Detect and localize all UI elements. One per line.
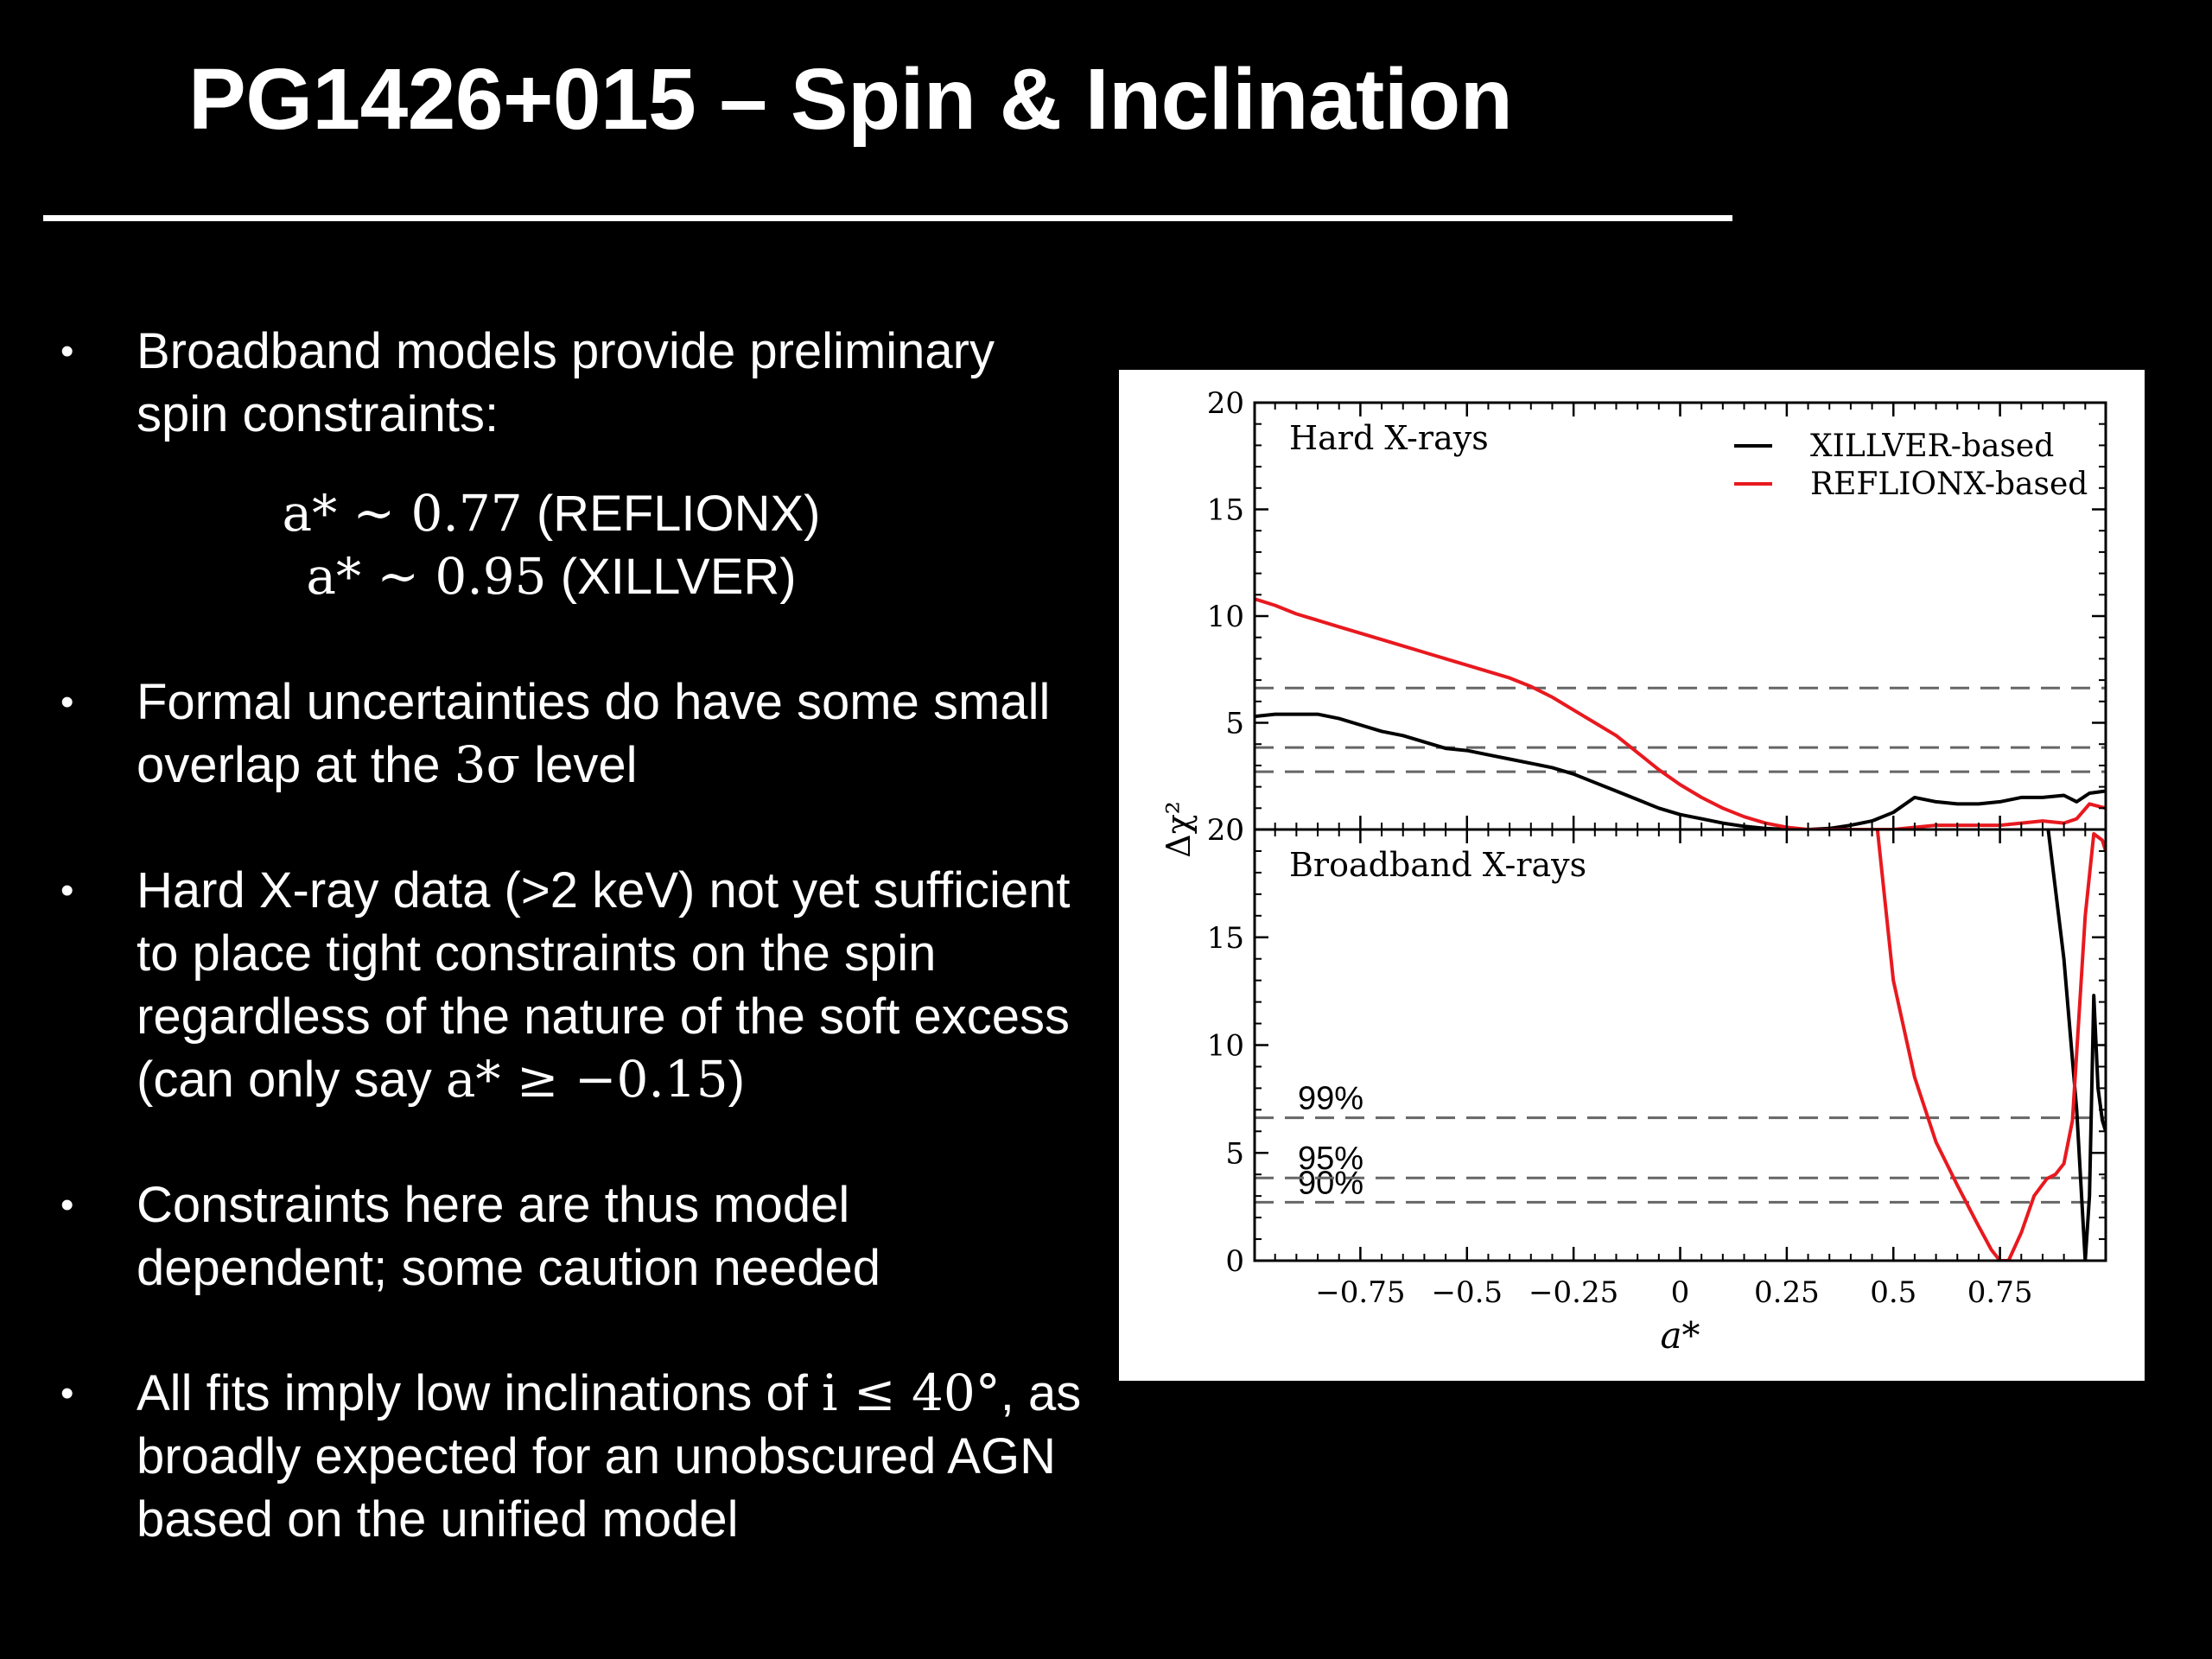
x-tick-label: 0.25 [1754,1275,1820,1310]
bullet-item: • Formal uncertainties do have some smal… [60,671,1097,797]
inline-math: 3σ [454,735,521,794]
spin-chart: 0 5 10 15 20 Hard X-rays XILLVER-basedREFLIONX… [1160,386,2107,1357]
x-tick-label: 0.5 [1870,1275,1916,1310]
series-line-reflionx-based [1255,597,2106,830]
y-tick-label: 10 [1207,600,1244,634]
bullet-text: Formal uncertainties do have some small … [137,674,1051,793]
equation-label: (XILLVER) [560,549,797,605]
bullet-text: All fits imply low inclinations of [137,1365,808,1421]
equation-math: a* ~ 0.95 [306,547,547,606]
equation-xillver: a* ~ 0.95 (XILLVER) [137,545,966,608]
bullet-text: , as broadly expected for an unobscured … [137,1365,1082,1548]
x-tick-label: −0.5 [1431,1275,1503,1310]
y-tick-label: 5 [1225,1136,1244,1171]
title-divider [43,215,1732,221]
bullet-item: • Constraints here are thus model depend… [60,1173,1097,1300]
x-tick-label: 0.75 [1967,1275,2033,1310]
bullet-text: ) [728,1052,745,1108]
equation-math: a* ~ 0.77 [282,484,523,543]
panel-label: Broadband X-rays [1289,846,1586,884]
bullet-list: • Broadband models provide preliminary s… [60,320,1097,1613]
bullet-text: Hard X-ray data (>2 keV) not yet suffici… [137,862,1071,1108]
y-tick-label: 20 [1207,386,1244,421]
x-tick-label: −0.25 [1529,1275,1618,1310]
series-line-xillver-based [1255,712,2106,830]
confidence-label: 99% [1298,1081,1363,1117]
bullet-marker: • [60,330,74,372]
inline-math: a* ≥ −0.15 [445,1050,728,1109]
bullet-marker: • [60,869,74,912]
x-tick-label: 0 [1671,1275,1690,1310]
y-axis-label: Δχ² [1160,801,1198,858]
bullet-text: Constraints here are thus model dependen… [137,1177,881,1296]
plot-frame [1253,828,2107,1262]
y-tick-label: 5 [1225,707,1244,741]
bullet-item: • Hard X-ray data (>2 keV) not yet suffi… [60,859,1097,1111]
bullet-marker: • [60,1372,74,1414]
y-tick-label: 10 [1207,1029,1244,1064]
bullet-marker: • [60,1184,74,1226]
bullet-text: level [534,737,638,793]
y-tick-label: 0 [1225,1244,1244,1279]
equation-label: (REFLIONX) [536,486,821,542]
slide-title: PG1426+015 – Spin & Inclination [188,51,1513,148]
legend-label: XILLVER-based [1810,429,2054,464]
spin-equations: a* ~ 0.77 (REFLIONX) a* ~ 0.95 (XILLVER) [60,482,966,608]
y-tick-label: 15 [1207,493,1244,528]
bullet-item: • Broadband models provide preliminary s… [60,320,1097,608]
y-tick-label: 0 [1225,813,1244,848]
series-line-reflionx-based [1875,830,2106,1261]
bullet-marker: • [60,681,74,723]
confidence-label: 90% [1298,1165,1363,1201]
bullet-text: Broadband models provide preliminary spi… [137,323,995,442]
confidence-label: 95% [1298,1141,1363,1177]
panel-label: Hard X-rays [1289,419,1489,457]
bullet-item: • All fits imply low inclinations of i ≤… [60,1362,1097,1551]
x-axis-label: a* [1660,1314,1700,1357]
legend-label: REFLIONX-based [1810,467,2088,502]
x-tick-label: −0.75 [1315,1275,1405,1310]
y-tick-label: 20 [1207,813,1244,848]
spin-chart-figure: 0 5 10 15 20 Hard X-rays XILLVER-based REFLIONX… [1119,370,2145,1381]
y-tick-label: 15 [1207,921,1244,956]
inline-math: i ≤ 40° [821,1363,1001,1422]
equation-reflionx: a* ~ 0.77 (REFLIONX) [137,482,966,545]
